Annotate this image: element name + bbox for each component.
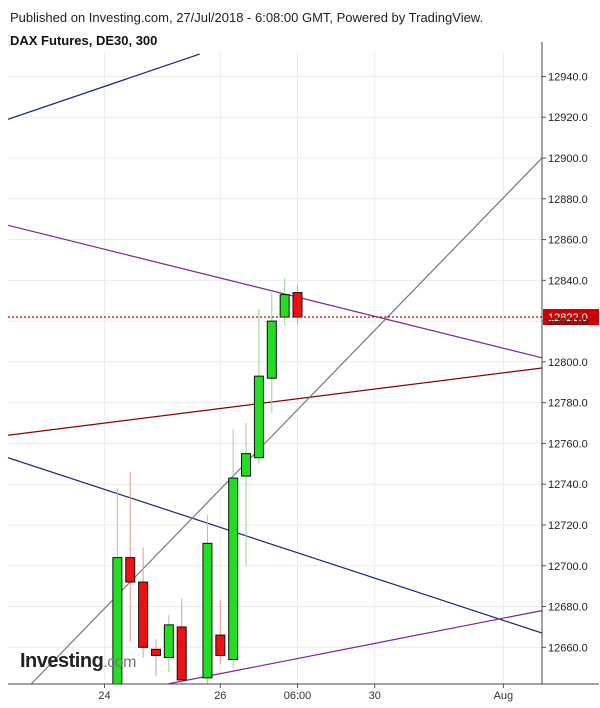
candle-body <box>228 477 239 661</box>
y-tick-label: 12860.0 <box>548 235 588 247</box>
candle-body <box>253 375 264 459</box>
y-tick-label: 12900.0 <box>548 153 588 165</box>
candle-body <box>292 292 303 318</box>
y-tick-label: 12800.0 <box>548 357 588 369</box>
candle-body <box>215 634 226 656</box>
grid-lines <box>8 52 542 684</box>
y-tick-label: 12880.0 <box>548 194 588 206</box>
y-tick-label: 12740.0 <box>548 479 588 491</box>
candle-body <box>241 453 252 477</box>
investing-logo: Investing.com <box>20 650 136 673</box>
trendline <box>8 224 542 359</box>
x-tick-label: Aug <box>494 690 514 702</box>
candle-body <box>125 557 136 583</box>
trendline <box>8 367 542 436</box>
y-tick-label: 12940.0 <box>548 71 588 83</box>
candle-body <box>138 581 149 648</box>
y-tick-label: 12920.0 <box>548 112 588 124</box>
y-tick-label: 12720.0 <box>548 520 588 532</box>
candle-body <box>202 542 213 679</box>
y-tick-label: 12840.0 <box>548 275 588 287</box>
y-tick-label: 12660.0 <box>548 642 588 654</box>
x-tick-label: 26 <box>214 690 226 702</box>
candles <box>112 278 303 684</box>
published-caption: Published on Investing.com, 27/Jul/2018 … <box>10 10 484 25</box>
candle-body <box>163 624 174 658</box>
trendline <box>30 157 542 684</box>
candle-body <box>279 294 290 318</box>
y-tick-label: 12760.0 <box>548 438 588 450</box>
x-tick-label: 30 <box>369 690 381 702</box>
y-tick-label: 12820.0 <box>548 316 588 328</box>
y-tick-label: 12780.0 <box>548 398 588 410</box>
last-price-label: 12822.0 <box>548 312 588 324</box>
last-price-box <box>543 309 599 326</box>
y-tick-label: 12680.0 <box>548 602 588 614</box>
y-tick-label: 12700.0 <box>548 561 588 573</box>
trendline <box>8 457 542 634</box>
x-tick-label: 24 <box>98 690 110 702</box>
logo-brand: Investing <box>20 650 104 672</box>
trendline <box>8 53 200 120</box>
last-price-line: 12822.0 <box>8 309 599 326</box>
x-tick-label: 06:00 <box>284 690 312 702</box>
instrument-title: DAX Futures, DE30, 300 <box>10 33 158 48</box>
axes: 12660.0 12680.0 12700.0 12720.0 12740.0 12760… <box>8 42 599 702</box>
trendline <box>167 610 542 684</box>
candle-body <box>150 648 161 656</box>
candle-body <box>176 626 187 681</box>
candle-body <box>266 320 277 379</box>
logo-suffix: .com <box>103 654 136 671</box>
